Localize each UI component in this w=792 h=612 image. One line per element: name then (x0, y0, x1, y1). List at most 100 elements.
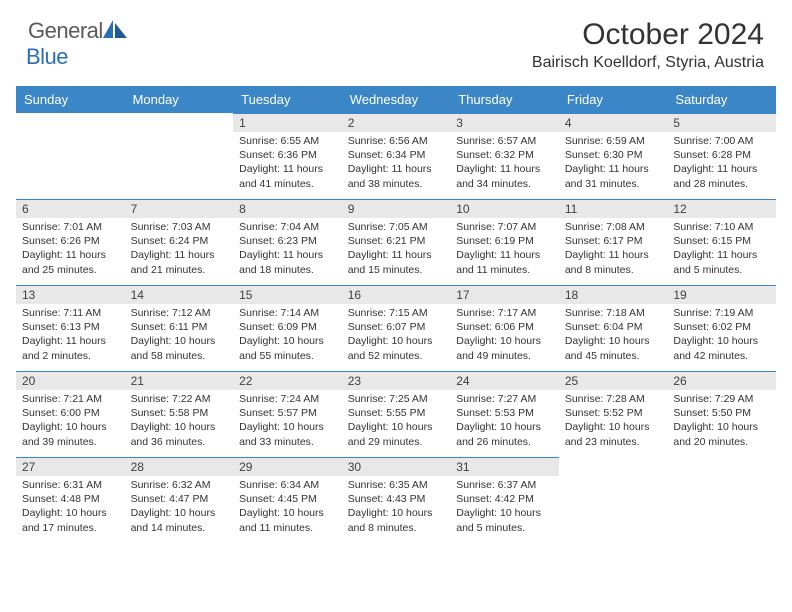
daylight-line: Daylight: 11 hours and 41 minutes. (239, 163, 323, 189)
day-number: 6 (16, 199, 125, 218)
day-details: Sunrise: 6:57 AMSunset: 6:32 PMDaylight:… (450, 132, 559, 195)
daylight-line: Daylight: 10 hours and 42 minutes. (673, 335, 758, 361)
day-details: Sunrise: 7:05 AMSunset: 6:21 PMDaylight:… (342, 218, 451, 281)
dow-header: Wednesday (342, 86, 451, 113)
day-number: 17 (450, 285, 559, 304)
calendar-cell: 17Sunrise: 7:17 AMSunset: 6:06 PMDayligh… (450, 285, 559, 371)
daylight-line: Daylight: 11 hours and 2 minutes. (22, 335, 106, 361)
calendar-cell: 22Sunrise: 7:24 AMSunset: 5:57 PMDayligh… (233, 371, 342, 457)
calendar-cell: 2Sunrise: 6:56 AMSunset: 6:34 PMDaylight… (342, 113, 451, 199)
day-number: 31 (450, 457, 559, 476)
day-number: 8 (233, 199, 342, 218)
dow-header: Friday (559, 86, 668, 113)
calendar-cell-empty (16, 113, 125, 199)
sunrise-line: Sunrise: 6:31 AM (22, 479, 102, 491)
daylight-line: Daylight: 10 hours and 45 minutes. (565, 335, 650, 361)
calendar-cell: 31Sunrise: 6:37 AMSunset: 4:42 PMDayligh… (450, 457, 559, 543)
sunrise-line: Sunrise: 7:28 AM (565, 393, 645, 405)
calendar-cell: 20Sunrise: 7:21 AMSunset: 6:00 PMDayligh… (16, 371, 125, 457)
day-details: Sunrise: 7:12 AMSunset: 6:11 PMDaylight:… (125, 304, 234, 367)
sunrise-line: Sunrise: 6:55 AM (239, 135, 319, 147)
day-number: 14 (125, 285, 234, 304)
sunset-line: Sunset: 6:23 PM (239, 235, 317, 247)
day-details: Sunrise: 7:21 AMSunset: 6:00 PMDaylight:… (16, 390, 125, 453)
calendar-cell: 5Sunrise: 7:00 AMSunset: 6:28 PMDaylight… (667, 113, 776, 199)
day-number: 1 (233, 113, 342, 132)
day-details: Sunrise: 7:14 AMSunset: 6:09 PMDaylight:… (233, 304, 342, 367)
sunset-line: Sunset: 6:17 PM (565, 235, 643, 247)
day-details: Sunrise: 6:59 AM Sunset: 6:30 PM Daylight:… (559, 132, 668, 195)
day-details: Sunrise: 7:17 AMSunset: 6:06 PMDaylight:… (450, 304, 559, 367)
calendar-cell: 29Sunrise: 6:34 AMSunset: 4:45 PMDayligh… (233, 457, 342, 543)
sunrise-line: Sunrise: 6:59 AM (565, 135, 645, 147)
daylight-line: Daylight: 10 hours and 33 minutes. (239, 421, 324, 447)
day-details: Sunrise: 7:03 AMSunset: 6:24 PMDaylight:… (125, 218, 234, 281)
daylight-line: Daylight: 10 hours and 36 minutes. (131, 421, 216, 447)
calendar-cell-empty (667, 457, 776, 543)
daylight-line: Daylight: 10 hours and 52 minutes. (348, 335, 433, 361)
day-number: 10 (450, 199, 559, 218)
dow-header: Saturday (667, 86, 776, 113)
sunrise-line: Sunrise: 7:08 AM (565, 221, 645, 233)
sunrise-line: Sunrise: 6:56 AM (348, 135, 428, 147)
daylight-line: Daylight: 11 hours and 31 minutes. (565, 163, 649, 189)
calendar-cell: 13Sunrise: 7:11 AMSunset: 6:13 PMDayligh… (16, 285, 125, 371)
daylight-line: Daylight: 11 hours and 38 minutes. (348, 163, 432, 189)
daylight-line: Daylight: 11 hours and 21 minutes. (131, 249, 215, 275)
day-number: 3 (450, 113, 559, 132)
daylight-line: Daylight: 10 hours and 5 minutes. (456, 507, 541, 533)
calendar-cell: 23Sunrise: 7:25 AMSunset: 5:55 PMDayligh… (342, 371, 451, 457)
day-details: Sunrise: 6:55 AMSunset: 6:36 PMDaylight:… (233, 132, 342, 195)
day-number: 27 (16, 457, 125, 476)
day-number: 20 (16, 371, 125, 390)
day-details: Sunrise: 6:32 AMSunset: 4:47 PMDaylight:… (125, 476, 234, 539)
calendar-cell: 8Sunrise: 7:04 AMSunset: 6:23 PMDaylight… (233, 199, 342, 285)
sunset-line: Sunset: 6:30 PM (565, 149, 643, 161)
day-details: Sunrise: 6:35 AMSunset: 4:43 PMDaylight:… (342, 476, 451, 539)
sunrise-line: Sunrise: 6:35 AM (348, 479, 428, 491)
sunset-line: Sunset: 5:52 PM (565, 407, 643, 419)
sunset-line: Sunset: 4:47 PM (131, 493, 209, 505)
sunset-line: Sunset: 6:09 PM (239, 321, 317, 333)
sunset-line: Sunset: 6:28 PM (673, 149, 751, 161)
sunrise-line: Sunrise: 7:27 AM (456, 393, 536, 405)
day-number: 22 (233, 371, 342, 390)
day-details: Sunrise: 7:29 AMSunset: 5:50 PMDaylight:… (667, 390, 776, 453)
sunrise-line: Sunrise: 7:15 AM (348, 307, 428, 319)
sunrise-line: Sunrise: 7:03 AM (131, 221, 211, 233)
dow-header: Sunday (16, 86, 125, 113)
logo-sail-icon (103, 20, 127, 38)
sunrise-line: Sunrise: 7:07 AM (456, 221, 536, 233)
sunrise-line: Sunrise: 7:12 AM (131, 307, 211, 319)
daylight-line: Daylight: 11 hours and 34 minutes. (456, 163, 540, 189)
calendar-row: 20Sunrise: 7:21 AMSunset: 6:00 PMDayligh… (16, 371, 776, 457)
day-number: 25 (559, 371, 668, 390)
day-details: Sunrise: 6:56 AMSunset: 6:34 PMDaylight:… (342, 132, 451, 195)
dow-header: Tuesday (233, 86, 342, 113)
calendar-cell: 7Sunrise: 7:03 AMSunset: 6:24 PMDaylight… (125, 199, 234, 285)
calendar-cell: 11Sunrise: 7:08 AMSunset: 6:17 PMDayligh… (559, 199, 668, 285)
calendar-cell: 4Sunrise: 6:59 AMSunset: 6:30 PMDaylight… (559, 113, 668, 199)
calendar-cell: 30Sunrise: 6:35 AMSunset: 4:43 PMDayligh… (342, 457, 451, 543)
sunrise-line: Sunrise: 7:29 AM (673, 393, 753, 405)
logo: General Blue (28, 18, 127, 70)
sunrise-line: Sunrise: 7:10 AM (673, 221, 753, 233)
sunset-line: Sunset: 6:07 PM (348, 321, 426, 333)
daylight-line: Daylight: 11 hours and 25 minutes. (22, 249, 106, 275)
daylight-line: Daylight: 10 hours and 23 minutes. (565, 421, 650, 447)
daylight-line: Daylight: 10 hours and 29 minutes. (348, 421, 433, 447)
day-number: 30 (342, 457, 451, 476)
sunrise-line: Sunrise: 7:04 AM (239, 221, 319, 233)
daylight-line: Daylight: 11 hours and 28 minutes. (673, 163, 757, 189)
daylight-line: Daylight: 10 hours and 8 minutes. (348, 507, 433, 533)
day-details: Sunrise: 7:08 AMSunset: 6:17 PMDaylight:… (559, 218, 668, 281)
sunrise-line: Sunrise: 6:37 AM (456, 479, 536, 491)
day-details: Sunrise: 6:37 AMSunset: 4:42 PMDaylight:… (450, 476, 559, 539)
day-details: Sunrise: 7:10 AMSunset: 6:15 PMDaylight:… (667, 218, 776, 281)
daylight-line: Daylight: 10 hours and 55 minutes. (239, 335, 324, 361)
sunrise-line: Sunrise: 6:34 AM (239, 479, 319, 491)
calendar-cell: 24Sunrise: 7:27 AMSunset: 5:53 PMDayligh… (450, 371, 559, 457)
sunset-line: Sunset: 6:13 PM (22, 321, 100, 333)
sunrise-line: Sunrise: 6:57 AM (456, 135, 536, 147)
sunset-line: Sunset: 5:57 PM (239, 407, 317, 419)
